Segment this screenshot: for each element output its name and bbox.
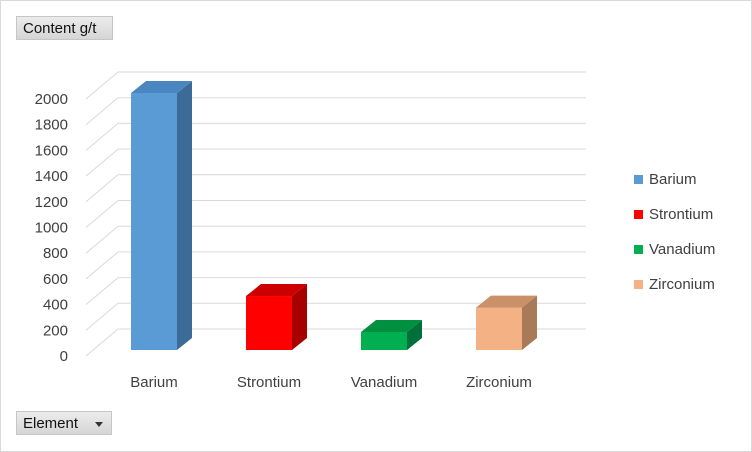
- y-tick-label: 1000: [35, 220, 68, 237]
- chevron-down-icon[interactable]: [95, 422, 103, 427]
- legend-label: Barium: [649, 171, 697, 188]
- legend-item[interactable]: Strontium: [634, 197, 715, 232]
- y-tick-label: 200: [43, 322, 68, 339]
- legend-label: Zirconium: [649, 276, 715, 293]
- gridline: [85, 302, 586, 331]
- value-field-label: Content g/t: [23, 20, 97, 37]
- legend-swatch: [634, 245, 643, 254]
- gridline: [85, 71, 586, 100]
- legend-swatch: [634, 210, 643, 219]
- axis-field-button[interactable]: Element: [16, 411, 112, 435]
- value-field-button[interactable]: Content g/t: [16, 16, 113, 40]
- legend-label: Strontium: [649, 206, 714, 223]
- y-tick-label: 1200: [35, 194, 68, 211]
- y-tick-label: 0: [60, 348, 68, 365]
- x-tick-label: Strontium: [237, 374, 301, 391]
- legend-item[interactable]: Vanadium: [634, 232, 715, 267]
- y-tick-label: 600: [43, 271, 68, 288]
- y-tick-label: 1800: [35, 117, 68, 134]
- bar[interactable]: [476, 295, 537, 350]
- bar[interactable]: [361, 320, 422, 350]
- bar[interactable]: [131, 81, 192, 350]
- gridline: [85, 225, 586, 254]
- gridline: [85, 122, 586, 151]
- x-axis-ticks: Barium Strontium Vanadium Zirconium: [130, 374, 532, 391]
- y-tick-label: 1600: [35, 142, 68, 159]
- y-tick-label: 800: [43, 245, 68, 262]
- legend-item[interactable]: Barium: [634, 162, 715, 197]
- bars: [131, 81, 537, 350]
- axis-field-label: Element: [23, 415, 79, 432]
- legend-swatch: [634, 175, 643, 184]
- gridlines: [85, 71, 586, 357]
- legend-label: Vanadium: [649, 241, 716, 258]
- x-tick-label: Barium: [130, 374, 178, 391]
- legend-swatch: [634, 280, 643, 289]
- gridline: [85, 277, 586, 305]
- y-axis-ticks: 0 200 400 600 800 1000 1200 1400 1600 1800 2000: [35, 91, 68, 365]
- legend: Barium Strontium Vanadium Zirconium: [634, 162, 715, 302]
- gridline: [85, 200, 586, 228]
- gridline: [85, 97, 586, 126]
- gridline: [85, 174, 586, 203]
- y-tick-label: 400: [43, 297, 68, 314]
- y-tick-label: 2000: [35, 91, 68, 108]
- bar[interactable]: [246, 284, 307, 350]
- gridline: [85, 328, 586, 357]
- gridline: [85, 251, 586, 280]
- legend-item[interactable]: Zirconium: [634, 267, 715, 302]
- x-tick-label: Vanadium: [351, 374, 417, 391]
- gridline: [85, 148, 586, 177]
- x-tick-label: Zirconium: [466, 374, 532, 391]
- y-tick-label: 1400: [35, 168, 68, 185]
